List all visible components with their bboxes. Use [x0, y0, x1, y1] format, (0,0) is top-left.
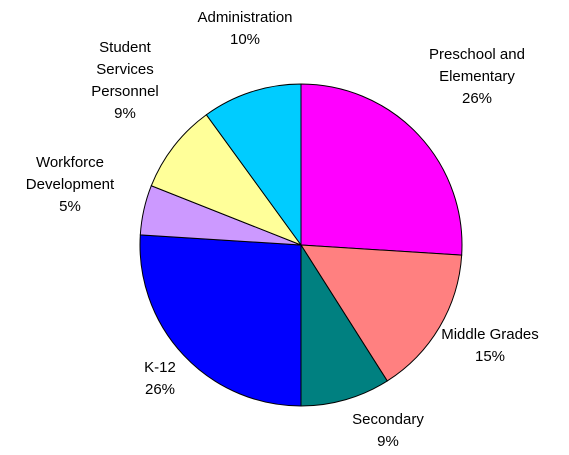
category-label: Student Services Personnel	[91, 39, 159, 100]
value-label: 26%	[144, 381, 176, 398]
slice-label: Middle Grades 15%	[420, 324, 560, 368]
pie-slice	[300, 243, 388, 407]
slice-label: Student Services Personnel 9%	[85, 37, 165, 125]
pie-slice	[205, 83, 302, 247]
value-label: 5%	[59, 198, 81, 215]
slice-label: Workforce Development 5%	[15, 152, 125, 218]
value-label: 15%	[474, 348, 506, 365]
pie-slice	[150, 114, 303, 247]
slice-label: Administration 10%	[175, 7, 315, 51]
category-label: Workforce Development	[25, 154, 115, 193]
category-label: Middle Grades	[441, 326, 539, 343]
category-label: K-12	[144, 359, 176, 376]
pie-slice	[300, 83, 463, 256]
category-label: Preschool and Elementary	[429, 46, 525, 85]
slice-label: Secondary 9%	[328, 409, 448, 453]
value-label: 10%	[229, 31, 261, 48]
value-label: 9%	[114, 105, 136, 122]
slice-label: K-12 26%	[120, 357, 200, 401]
category-label: Secondary	[352, 411, 424, 428]
slice-label: Preschool and Elementary 26%	[417, 44, 537, 110]
pie-slice	[300, 244, 463, 382]
value-label: 9%	[377, 433, 399, 450]
value-label: 26%	[461, 90, 493, 107]
pie-slice	[139, 234, 302, 407]
category-label: Administration	[197, 9, 293, 26]
